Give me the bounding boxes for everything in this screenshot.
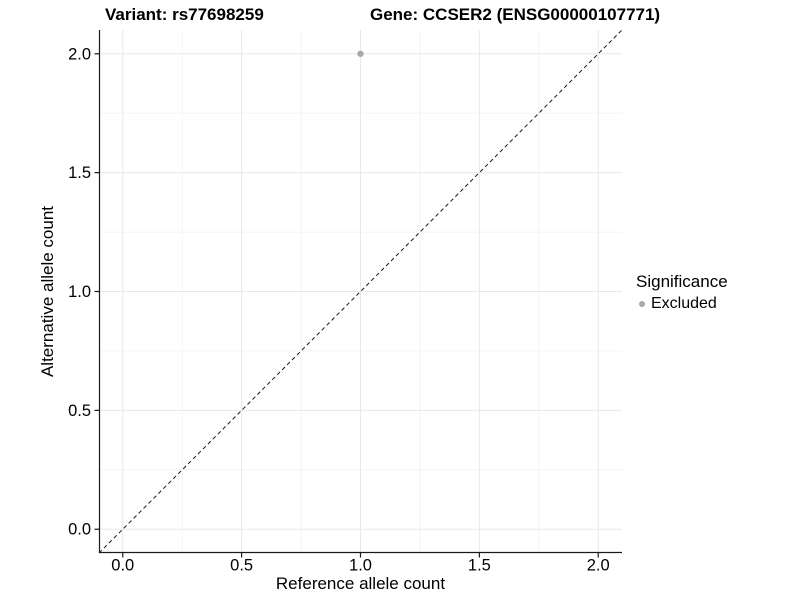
- y-tick-label: 0.0: [68, 521, 91, 539]
- legend: Significance Excluded: [636, 271, 728, 313]
- data-point: [357, 50, 364, 57]
- x-tick-label: 2.0: [587, 557, 610, 575]
- plot-title-variant: Variant: rs77698259: [105, 5, 264, 24]
- x-tick-label: 1.0: [349, 557, 372, 575]
- x-tick-label: 0.5: [230, 557, 253, 575]
- x-tick-label: 1.5: [468, 557, 491, 575]
- x-tick-label: 0.0: [111, 557, 134, 575]
- y-axis-title: Alternative allele count: [38, 205, 57, 378]
- y-tick-label: 1.0: [68, 283, 91, 301]
- x-axis-title: Reference allele count: [275, 574, 446, 593]
- plot-panel: 0.0 0.5 1.0 1.5 2.0 0.0 0.5 1.0 1.5 2.0: [68, 29, 623, 575]
- y-tick-label: 0.5: [68, 402, 91, 420]
- legend-title: Significance: [636, 272, 728, 291]
- plot-title-gene: Gene: CCSER2 (ENSG00000107771): [370, 5, 661, 24]
- legend-point-icon: [639, 300, 645, 307]
- identity-dashed-line: [98, 29, 623, 554]
- y-tick-label: 2.0: [68, 45, 91, 63]
- y-tick-label: 1.5: [68, 164, 91, 182]
- plot-canvas: 0.0 0.5 1.0 1.5 2.0 0.0 0.5 1.0 1.5 2.0: [68, 29, 623, 575]
- legend-item-excluded: Excluded: [636, 294, 728, 313]
- legend-item-label: Excluded: [651, 295, 717, 312]
